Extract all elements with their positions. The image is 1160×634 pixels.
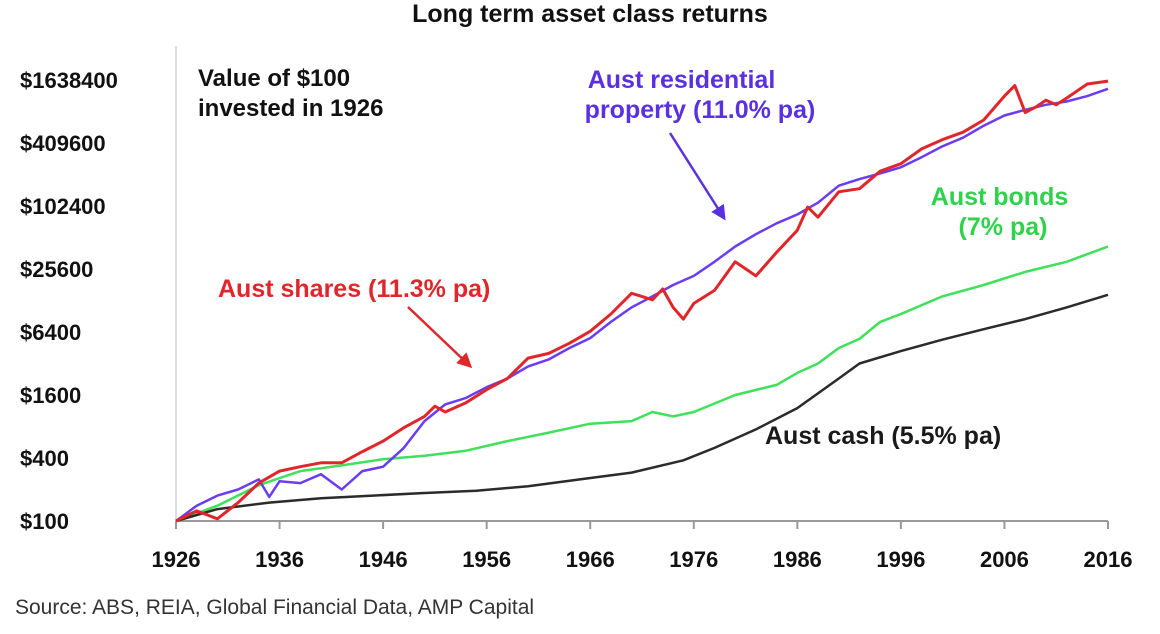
plot-frame — [175, 46, 1108, 522]
annotation-text: Value of $100 invested in 1926 — [198, 65, 383, 122]
series-label-property-line-2: property (11.0% pa) — [585, 96, 816, 124]
source-note: Source: ABS, REIA, Global Financial Data… — [15, 596, 534, 619]
x-tick-label: 1976 — [669, 547, 718, 572]
y-tick-label: $1600 — [20, 383, 81, 408]
annotation-line-1: Value of $100 — [198, 65, 350, 92]
y-tick-label: $6400 — [20, 320, 81, 345]
series-line-bonds — [175, 245, 1109, 523]
arrow-property — [668, 132, 726, 221]
annotation-line-2: invested in 1926 — [198, 95, 383, 122]
x-tick-label: 2016 — [1084, 547, 1133, 572]
series-label-bonds-line-2: (7% pa) — [959, 213, 1048, 241]
series-label-property-line-1: Aust residential — [588, 66, 776, 94]
series-label-property: Aust residential property (11.0% pa) — [585, 66, 816, 124]
chart-title: Long term asset class returns — [412, 0, 768, 28]
series-label-shares: Aust shares (11.3% pa) — [218, 275, 490, 303]
y-tick-label: $100 — [20, 509, 69, 534]
x-tick-label: 1936 — [255, 547, 304, 572]
x-tick-label: 1946 — [359, 547, 408, 572]
x-tick-label: 1986 — [773, 547, 822, 572]
series-line-shares — [175, 79, 1109, 523]
x-tick-label: 1966 — [566, 547, 615, 572]
y-tick-label: $400 — [20, 446, 69, 471]
arrow-shares — [407, 306, 473, 369]
series-line-cash — [175, 293, 1109, 523]
y-tick-labels: $100 $400 $1600 $6400 $25600 $102400 $409600 $1… — [20, 68, 118, 534]
y-tick-label: $25600 — [20, 257, 93, 282]
series-label-bonds-line-1: Aust bonds — [931, 183, 1069, 211]
series-lines — [175, 79, 1109, 523]
series-label-cash: Aust cash (5.5% pa) — [765, 422, 1001, 450]
x-tick-label: 2006 — [980, 547, 1029, 572]
y-tick-label: $102400 — [20, 194, 106, 219]
series-line-property — [175, 87, 1109, 523]
series-label-bonds: Aust bonds (7% pa) — [931, 183, 1075, 241]
x-tick-label: 1956 — [462, 547, 511, 572]
x-tick-label: 1926 — [152, 547, 201, 572]
y-tick-label: $409600 — [20, 131, 106, 156]
x-tick-label: 1996 — [876, 547, 925, 572]
x-ticks: 1926 1936 1946 1956 1966 1976 1986 1996 2006 2016 — [152, 521, 1133, 572]
y-tick-label: $1638400 — [20, 68, 118, 93]
